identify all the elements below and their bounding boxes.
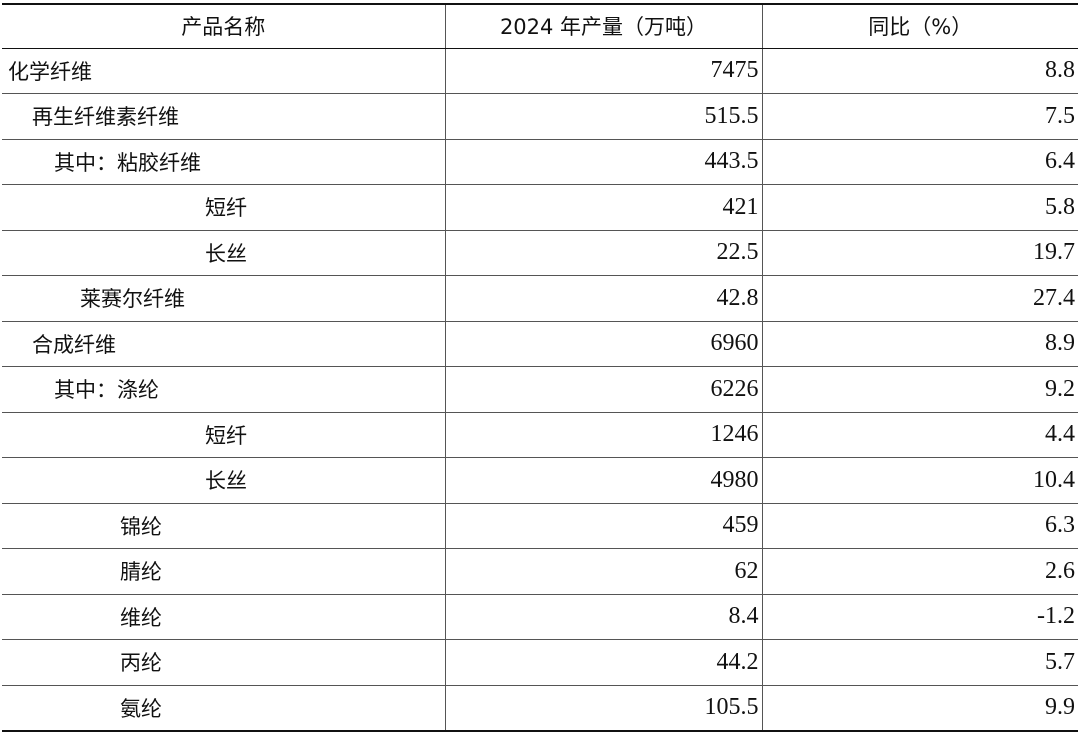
product-name-cell: 再生纤维素纤维: [2, 93, 445, 140]
product-name-cell: 短纤: [2, 184, 445, 231]
table-row: 短纤 421 5.8: [2, 184, 1078, 231]
product-name-cell: 丙纶: [2, 639, 445, 686]
product-name-cell: 莱赛尔纤维: [2, 275, 445, 322]
table-row: 锦纶 459 6.3: [2, 503, 1078, 549]
table-row: 腈纶 62 2.6: [2, 548, 1078, 595]
table-row: 丙纶 44.2 5.7: [2, 639, 1078, 686]
output-cell: 8.4: [444, 594, 762, 640]
yoy-cell: 27.4: [761, 275, 1078, 322]
yoy-cell: 9.2: [761, 366, 1078, 413]
output-cell: 4980: [444, 457, 762, 504]
product-name-cell: 合成纤维: [2, 321, 445, 367]
output-cell: 459: [444, 503, 762, 549]
yoy-cell: 8.9: [761, 321, 1078, 367]
product-name-cell: 腈纶: [2, 548, 445, 595]
yoy-cell: 5.8: [761, 184, 1078, 231]
yoy-cell: 9.9: [761, 685, 1078, 732]
output-cell: 62: [444, 548, 762, 595]
table-row: 莱赛尔纤维 42.8 27.4: [2, 275, 1078, 322]
output-cell: 42.8: [444, 275, 762, 322]
product-name-cell: 短纤: [2, 412, 445, 458]
product-name-cell: 氨纶: [2, 685, 445, 732]
yoy-cell: 6.4: [761, 139, 1078, 185]
product-name-cell: 长丝: [2, 230, 445, 276]
table-row: 再生纤维素纤维 515.5 7.5: [2, 93, 1078, 140]
table-row: 其中：涤纶 6226 9.2: [2, 366, 1078, 413]
product-name-cell: 维纶: [2, 594, 445, 640]
table-row: 氨纶 105.5 9.9: [2, 685, 1078, 732]
product-name-cell: 长丝: [2, 457, 445, 504]
yoy-cell: 5.7: [761, 639, 1078, 686]
table-row: 化学纤维 7475 8.8: [2, 48, 1078, 94]
output-cell: 1246: [444, 412, 762, 458]
output-cell: 7475: [444, 48, 762, 94]
output-cell: 421: [444, 184, 762, 231]
header-product-name: 产品名称: [2, 3, 445, 49]
production-table: 产品名称 2024 年产量（万吨） 同比（%） 化学纤维 7475 8.8 再生…: [2, 3, 1078, 732]
output-cell: 6960: [444, 321, 762, 367]
yoy-cell: 8.8: [761, 48, 1078, 94]
product-name-cell: 其中：粘胶纤维: [2, 139, 445, 185]
yoy-cell: 4.4: [761, 412, 1078, 458]
product-name-cell: 化学纤维: [2, 48, 445, 94]
output-cell: 515.5: [444, 93, 762, 140]
table-row: 短纤 1246 4.4: [2, 412, 1078, 458]
yoy-cell: 6.3: [761, 503, 1078, 549]
yoy-cell: -1.2: [761, 594, 1078, 640]
table-row: 长丝 22.5 19.7: [2, 230, 1078, 276]
output-cell: 44.2: [444, 639, 762, 686]
table-row: 长丝 4980 10.4: [2, 457, 1078, 504]
table-row: 合成纤维 6960 8.9: [2, 321, 1078, 367]
production-table-container: 产品名称 2024 年产量（万吨） 同比（%） 化学纤维 7475 8.8 再生…: [2, 3, 1078, 732]
yoy-cell: 2.6: [761, 548, 1078, 595]
yoy-cell: 7.5: [761, 93, 1078, 140]
product-name-cell: 锦纶: [2, 503, 445, 549]
table-row: 维纶 8.4 -1.2: [2, 594, 1078, 640]
table-row: 其中：粘胶纤维 443.5 6.4: [2, 139, 1078, 185]
yoy-cell: 19.7: [761, 230, 1078, 276]
product-name-cell: 其中：涤纶: [2, 366, 445, 413]
output-cell: 6226: [444, 366, 762, 413]
output-cell: 22.5: [444, 230, 762, 276]
yoy-cell: 10.4: [761, 457, 1078, 504]
header-yoy: 同比（%）: [761, 3, 1078, 49]
output-cell: 105.5: [444, 685, 762, 732]
output-cell: 443.5: [444, 139, 762, 185]
header-output-2024: 2024 年产量（万吨）: [444, 3, 762, 49]
header-row: 产品名称 2024 年产量（万吨） 同比（%）: [2, 3, 1078, 49]
